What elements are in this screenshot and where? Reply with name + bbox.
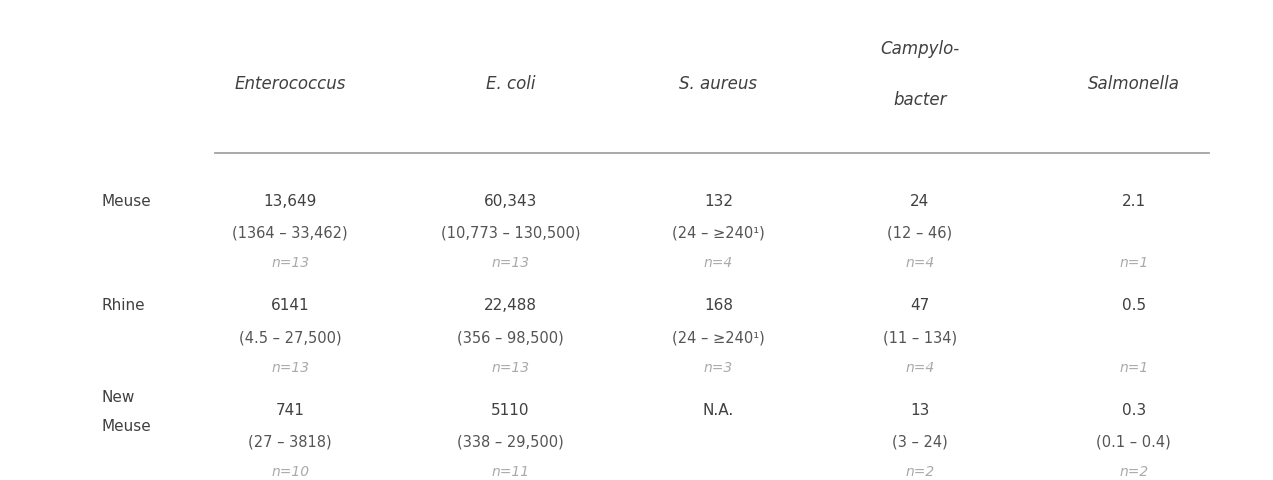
Text: (338 – 29,500): (338 – 29,500) — [457, 434, 564, 449]
Text: 5110: 5110 — [491, 402, 530, 417]
Text: bacter: bacter — [894, 91, 947, 109]
Text: n=10: n=10 — [271, 464, 309, 478]
Text: Salmonella: Salmonella — [1088, 74, 1180, 93]
Text: 22,488: 22,488 — [484, 298, 537, 312]
Text: 741: 741 — [276, 402, 304, 417]
Text: (24 – ≥240¹): (24 – ≥240¹) — [672, 329, 765, 345]
Text: (27 – 3818): (27 – 3818) — [248, 434, 332, 449]
Text: n=11: n=11 — [491, 464, 530, 478]
Text: n=4: n=4 — [905, 255, 934, 269]
Text: 6141: 6141 — [271, 298, 309, 312]
Text: (12 – 46): (12 – 46) — [887, 225, 952, 240]
Text: S. aureus: S. aureus — [680, 74, 757, 93]
Text: n=13: n=13 — [271, 360, 309, 374]
Text: (11 – 134): (11 – 134) — [882, 329, 957, 345]
Text: (1364 – 33,462): (1364 – 33,462) — [233, 225, 348, 240]
Text: E. coli: E. coli — [486, 74, 536, 93]
Text: 24: 24 — [910, 193, 929, 208]
Text: n=4: n=4 — [905, 360, 934, 374]
Text: Rhine: Rhine — [102, 298, 145, 312]
Text: 2.1: 2.1 — [1122, 193, 1146, 208]
Text: (356 – 98,500): (356 – 98,500) — [457, 329, 564, 345]
Text: New: New — [102, 389, 135, 404]
Text: 0.3: 0.3 — [1122, 402, 1146, 417]
Text: n=4: n=4 — [704, 255, 733, 269]
Text: 168: 168 — [704, 298, 733, 312]
Text: 132: 132 — [704, 193, 733, 208]
Text: (3 – 24): (3 – 24) — [892, 434, 947, 449]
Text: 47: 47 — [910, 298, 929, 312]
Text: n=3: n=3 — [704, 360, 733, 374]
Text: 13,649: 13,649 — [264, 193, 317, 208]
Text: n=2: n=2 — [905, 464, 934, 478]
Text: Meuse: Meuse — [102, 418, 151, 433]
Text: Campylo-: Campylo- — [880, 40, 960, 58]
Text: Enterococcus: Enterococcus — [234, 74, 346, 93]
Text: 0.5: 0.5 — [1122, 298, 1146, 312]
Text: n=1: n=1 — [1119, 360, 1148, 374]
Text: (0.1 – 0.4): (0.1 – 0.4) — [1096, 434, 1171, 449]
Text: n=1: n=1 — [1119, 255, 1148, 269]
Text: n=13: n=13 — [491, 255, 530, 269]
Text: n=2: n=2 — [1119, 464, 1148, 478]
Text: n=13: n=13 — [271, 255, 309, 269]
Text: 13: 13 — [910, 402, 929, 417]
Text: 60,343: 60,343 — [484, 193, 537, 208]
Text: (24 – ≥240¹): (24 – ≥240¹) — [672, 225, 765, 240]
Text: (10,773 – 130,500): (10,773 – 130,500) — [440, 225, 580, 240]
Text: (4.5 – 27,500): (4.5 – 27,500) — [239, 329, 341, 345]
Text: N.A.: N.A. — [703, 402, 735, 417]
Text: n=13: n=13 — [491, 360, 530, 374]
Text: Meuse: Meuse — [102, 193, 151, 208]
